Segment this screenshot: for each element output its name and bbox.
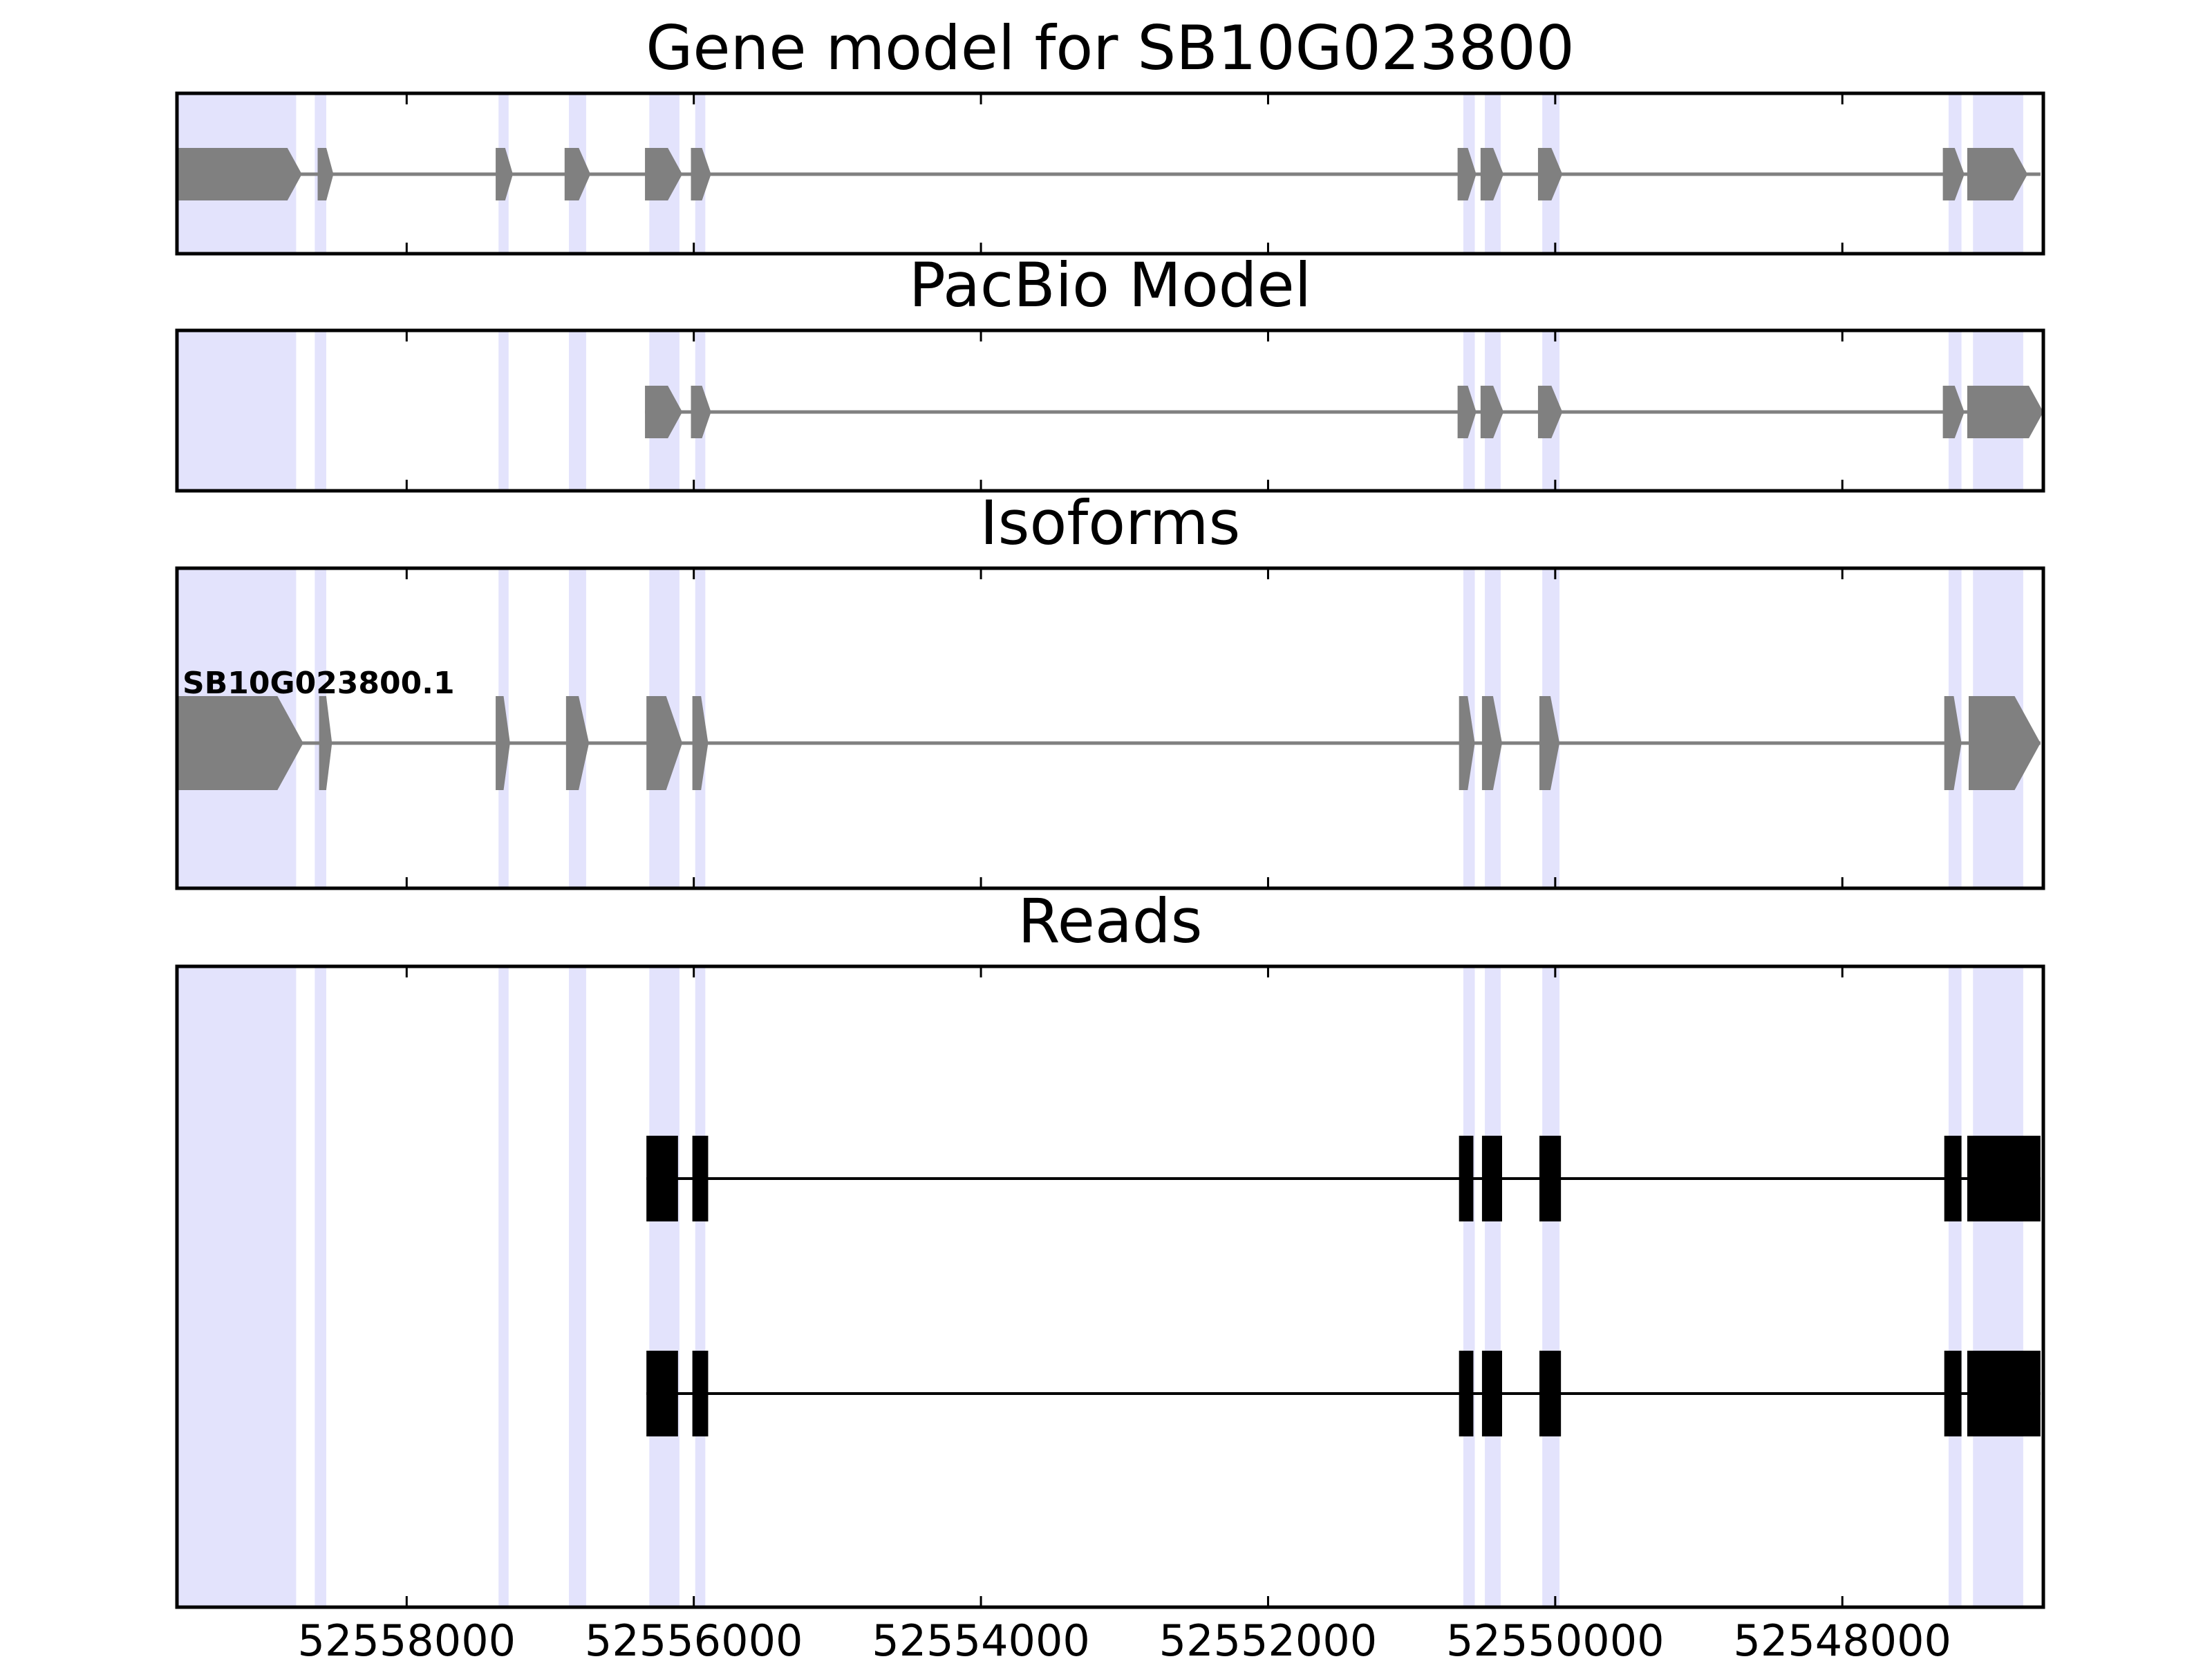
panel-content: SB10G023800.1: [177, 568, 2041, 888]
highlight-band: [649, 966, 679, 1607]
exon-arrow: [565, 696, 590, 790]
panel-frame: [175, 964, 2045, 1609]
exon-block: [1944, 1136, 1962, 1221]
highlight-band: [177, 330, 297, 491]
exon-arrow: [1537, 148, 1563, 200]
exon-arrow: [1457, 386, 1477, 438]
track: [645, 386, 2043, 438]
highlight-band: [569, 330, 586, 491]
exon-block: [1481, 1351, 1502, 1436]
x-axis: 52558000 52556000 52554000 52552000 52550000…: [298, 1615, 1952, 1659]
exon-arrow: [692, 696, 709, 790]
panel-title: PacBio Model: [909, 250, 1311, 321]
exon-arrow: [177, 696, 303, 790]
exon-block: [1459, 1136, 1474, 1221]
panel-content: [177, 330, 2043, 491]
exon-arrow: [1967, 386, 2043, 438]
track: [646, 1351, 2041, 1436]
exon-arrow: [1967, 148, 2028, 200]
panel-1: Gene model for SB10G023800: [175, 12, 2045, 256]
exon-block: [1459, 1351, 1474, 1436]
exon-arrow: [317, 148, 334, 200]
exon-block: [646, 1136, 678, 1221]
exon-arrow: [691, 148, 711, 200]
exon-arrow: [1480, 386, 1504, 438]
exon-block: [646, 1351, 678, 1436]
exon-arrow: [496, 148, 513, 200]
exon-arrow: [646, 696, 683, 790]
exon-block: [1481, 1136, 1502, 1221]
exon-arrow: [1944, 696, 1962, 790]
exon-arrow: [1942, 148, 1965, 200]
highlight-band: [1542, 966, 1560, 1607]
highlight-band: [315, 966, 326, 1607]
x-tick-label: 52548000: [1733, 1615, 1951, 1659]
isoform-label: SB10G023800.1: [182, 666, 455, 701]
highlight-band: [1948, 966, 1962, 1607]
track: SB10G023800.1: [177, 666, 2041, 790]
panel-frame: [175, 566, 2045, 890]
exon-arrow: [564, 148, 591, 200]
x-tick-label: 52554000: [872, 1615, 1090, 1659]
highlight-band: [177, 966, 297, 1607]
panel-4: Reads: [175, 885, 2045, 1609]
exon-arrow: [645, 386, 683, 438]
panel-title: Gene model for SB10G023800: [646, 12, 1575, 84]
panel-3: Isoforms SB10G023800.1: [175, 487, 2045, 890]
panel-frame: [175, 91, 2045, 256]
highlight-band: [315, 330, 326, 491]
panel-frame: [175, 328, 2045, 493]
highlight-band: [498, 966, 509, 1607]
highlight-band: [1485, 966, 1501, 1607]
exon-block: [1944, 1351, 1962, 1436]
exon-arrow: [1481, 696, 1502, 790]
track: [646, 1136, 2041, 1221]
panel-content: [177, 966, 2041, 1607]
panel-title: Isoforms: [980, 487, 1241, 559]
exon-arrow: [496, 696, 510, 790]
exon-arrow: [1537, 386, 1563, 438]
highlight-band: [695, 966, 706, 1607]
exon-arrow: [319, 696, 332, 790]
panel-title: Reads: [1018, 885, 1203, 957]
exon-arrow: [1480, 148, 1504, 200]
exon-arrow: [645, 148, 683, 200]
exon-block: [1967, 1136, 2041, 1221]
highlight-band: [1973, 966, 2023, 1607]
exon-arrow: [1969, 696, 2041, 790]
x-tick-label: 52558000: [298, 1615, 516, 1659]
exon-block: [692, 1351, 709, 1436]
exon-arrow: [691, 386, 711, 438]
x-tick-label: 52550000: [1446, 1615, 1665, 1659]
exon-arrow: [1539, 696, 1560, 790]
exon-arrow: [1942, 386, 1965, 438]
panel-content: [177, 93, 2041, 254]
x-tick-label: 52552000: [1159, 1615, 1378, 1659]
exon-block: [692, 1136, 709, 1221]
exon-arrow: [1459, 696, 1475, 790]
track: [177, 148, 2041, 200]
x-tick-label: 52556000: [585, 1615, 803, 1659]
highlight-band: [498, 330, 509, 491]
exon-block: [1539, 1136, 1562, 1221]
exon-block: [1967, 1351, 2041, 1436]
exon-arrow: [177, 148, 302, 200]
exon-block: [1539, 1351, 1562, 1436]
exon-arrow: [1457, 148, 1477, 200]
highlight-band: [569, 966, 586, 1607]
panel-2: PacBio Model: [175, 250, 2045, 493]
highlight-band: [1463, 966, 1475, 1607]
